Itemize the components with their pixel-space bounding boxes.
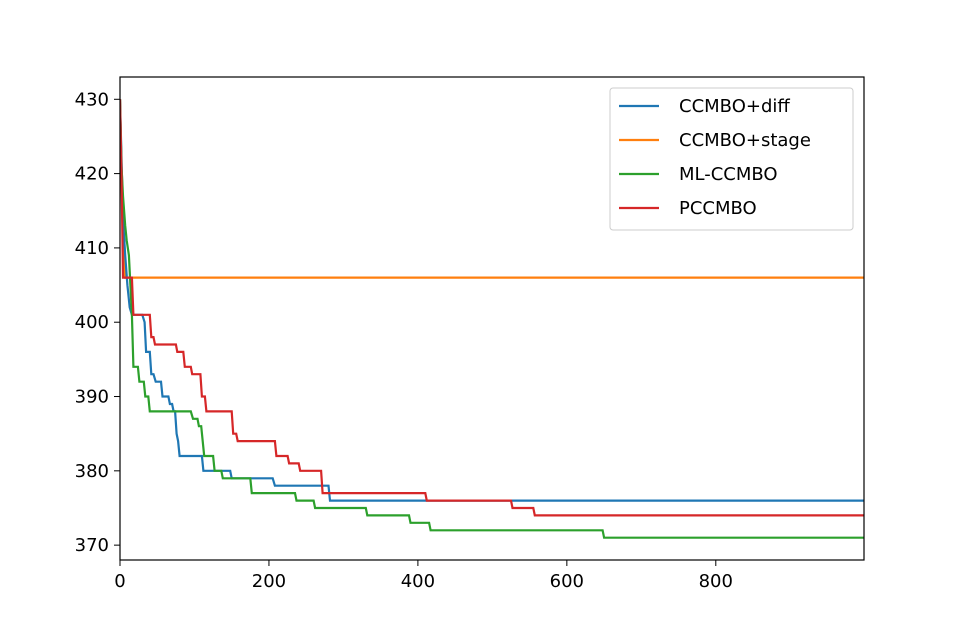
y-tick-label: 410 <box>75 238 109 259</box>
legend: CCMBO+diff CCMBO+stage ML-CCMBO PCCMBO <box>609 87 854 231</box>
legend-label-ccmbo-stage: CCMBO+stage <box>679 130 811 151</box>
legend-box <box>609 87 854 231</box>
series-line-ml-ccmbo <box>120 99 864 539</box>
x-axis: 0 200 400 600 800 <box>114 560 733 592</box>
series-layer <box>120 99 864 539</box>
x-tick-label: 800 <box>699 571 733 592</box>
x-tick-label: 600 <box>550 571 584 592</box>
y-tick-label: 380 <box>75 461 109 482</box>
y-tick-label: 370 <box>75 535 109 556</box>
y-axis: 370 380 390 400 410 420 430 <box>75 89 120 556</box>
x-tick-label: 200 <box>252 571 286 592</box>
y-tick-label: 420 <box>75 164 109 185</box>
y-tick-label: 400 <box>75 312 109 333</box>
x-tick-label: 400 <box>401 571 435 592</box>
y-tick-label: 430 <box>75 89 109 110</box>
x-tick-label: 0 <box>114 571 125 592</box>
plot-frame <box>119 76 865 561</box>
legend-label-ccmbo-diff: CCMBO+diff <box>679 96 790 117</box>
series-line-pccmbo <box>120 99 864 517</box>
legend-label-pccmbo: PCCMBO <box>679 198 757 219</box>
y-tick-label: 390 <box>75 387 109 408</box>
legend-label-ml-ccmbo: ML-CCMBO <box>679 164 778 185</box>
plot-area <box>119 76 865 561</box>
